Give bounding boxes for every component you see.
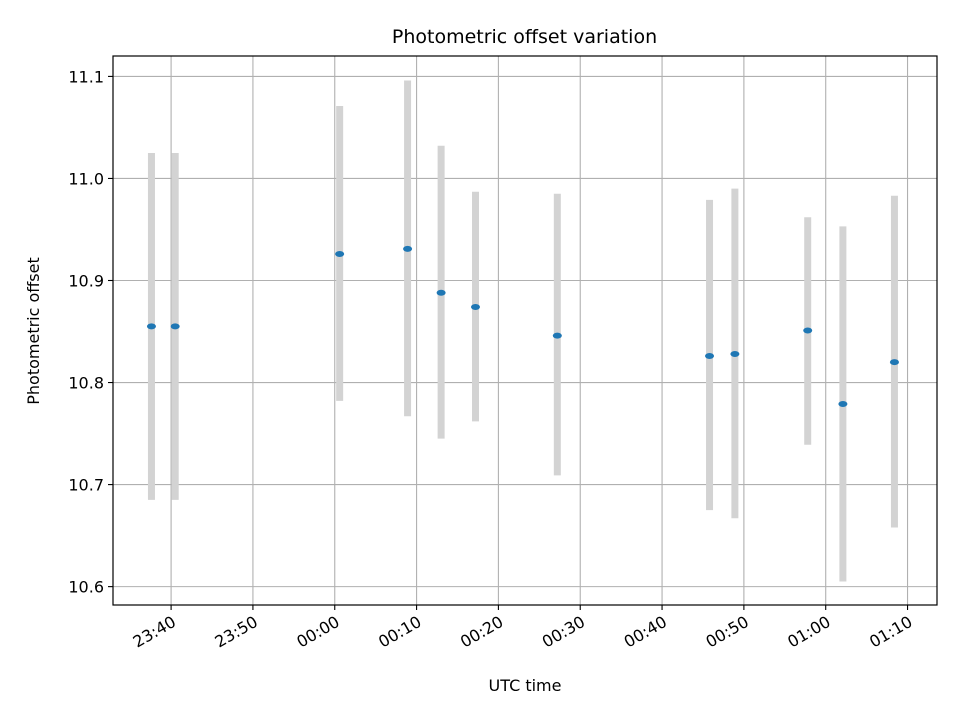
y-tick-label: 11.0 — [68, 169, 104, 188]
data-point — [803, 327, 813, 334]
data-point — [889, 359, 899, 366]
y-tick-label: 11.1 — [68, 67, 104, 86]
grid-lines — [113, 56, 937, 605]
data-point — [705, 353, 715, 360]
data-points — [146, 245, 899, 407]
y-tick-label: 10.8 — [68, 374, 104, 393]
data-point — [730, 350, 740, 357]
data-point — [838, 400, 848, 407]
y-tick-label: 10.9 — [68, 271, 104, 290]
plot-frame — [112, 55, 938, 606]
data-point — [552, 332, 562, 339]
y-tick-label: 10.7 — [68, 476, 104, 495]
y-axis-ticks: 10.6 10.7 10.8 10.9 11.0 11.1 — [68, 67, 113, 597]
data-point — [146, 323, 156, 330]
x-axis-title: UTC time — [489, 676, 562, 695]
data-point — [436, 289, 446, 296]
y-axis-title: Photometric offset — [24, 257, 43, 405]
data-point — [403, 245, 413, 252]
data-point — [470, 304, 480, 311]
data-point — [335, 250, 345, 257]
data-point — [170, 323, 180, 330]
chart-title: Photometric offset variation — [392, 26, 657, 48]
y-tick-label: 10.6 — [68, 578, 104, 597]
